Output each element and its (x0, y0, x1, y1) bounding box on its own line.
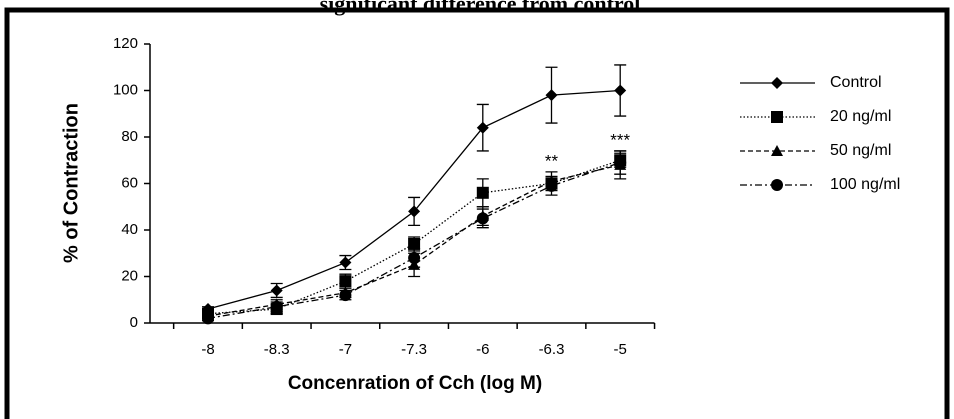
y-tick-label: 0 (130, 314, 138, 331)
data-point (614, 84, 627, 97)
data-point (408, 205, 421, 218)
data-point (339, 275, 352, 288)
legend-label: 100 ng/ml (830, 176, 900, 193)
data-point (339, 256, 352, 269)
x-tick-label: -6 (476, 341, 489, 358)
y-tick-label: 60 (121, 174, 138, 191)
legend-marker (771, 111, 783, 123)
x-tick-label: -5 (614, 341, 627, 358)
x-tick-label: -7.3 (401, 341, 427, 358)
x-tick-label: -7 (339, 341, 352, 358)
legend-marker (771, 179, 783, 191)
data-point (545, 179, 558, 192)
annotation: *** (610, 130, 630, 149)
legend-marker (771, 145, 783, 156)
legend-marker (771, 77, 783, 89)
data-point (408, 251, 421, 264)
x-tick-label: -6.3 (539, 341, 565, 358)
annotation: ** (545, 151, 559, 170)
data-point (270, 300, 283, 313)
data-point (339, 289, 352, 302)
x-axis-label: Concenration of Cch (log M) (288, 373, 542, 394)
data-point (476, 212, 489, 225)
x-tick-label: -8.3 (264, 341, 290, 358)
x-tick-label: -8 (201, 341, 214, 358)
data-point (202, 312, 214, 325)
chart-title: significant difference from control (320, 0, 641, 16)
data-point (476, 121, 489, 134)
data-point (476, 186, 489, 199)
y-tick-label: 40 (121, 221, 138, 238)
y-axis-label: % of Contraction (60, 103, 82, 263)
legend-label: 50 ng/ml (830, 142, 891, 159)
data-point (545, 89, 558, 102)
y-tick-label: 100 (113, 81, 138, 98)
legend-label: 20 ng/ml (830, 108, 891, 125)
data-point (270, 284, 283, 297)
y-tick-label: 120 (113, 35, 138, 52)
data-point (614, 156, 627, 169)
data-point (408, 237, 421, 250)
y-tick-label: 20 (121, 267, 138, 284)
legend-label: Control (830, 74, 882, 91)
figure-border (4, 7, 950, 419)
y-tick-label: 80 (121, 128, 138, 145)
